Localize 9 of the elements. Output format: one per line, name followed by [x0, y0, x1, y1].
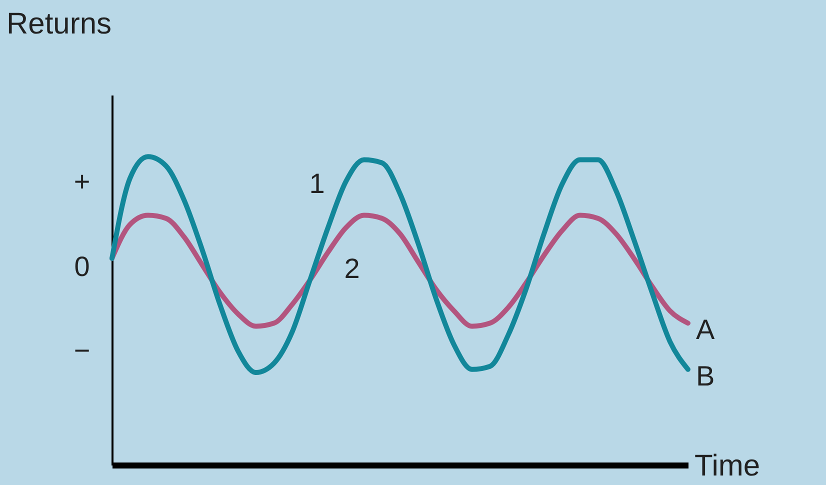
- annotation: 1: [309, 168, 325, 199]
- text: −: [74, 335, 90, 366]
- x-axis-title: Time: [694, 450, 760, 482]
- y-axis-title: Returns: [6, 8, 112, 40]
- series-label: B: [696, 360, 715, 392]
- text: +: [74, 166, 90, 197]
- text: 0: [74, 251, 90, 282]
- series-label: A: [696, 314, 715, 346]
- annotation: 2: [344, 253, 360, 284]
